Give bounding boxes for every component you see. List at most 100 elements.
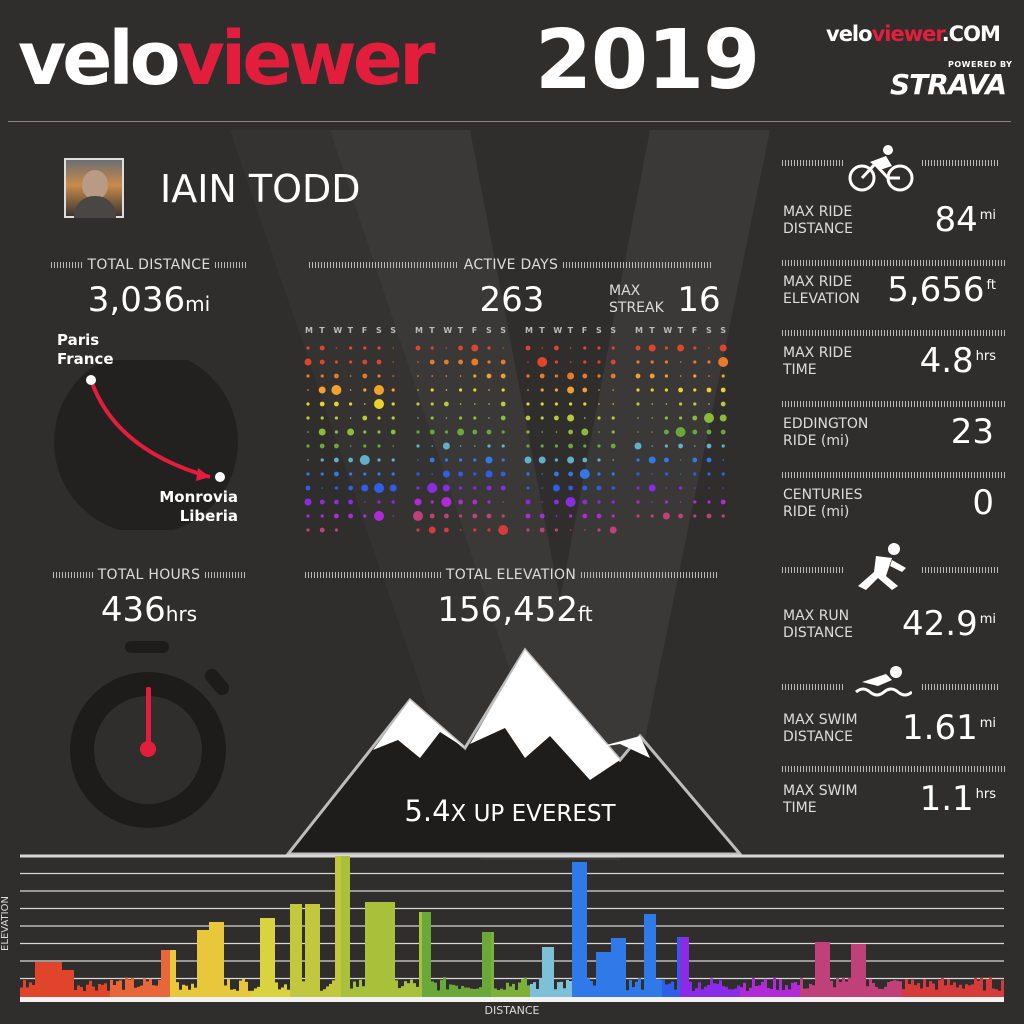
calendar-day-dot bbox=[540, 416, 544, 420]
elevation-bar bbox=[812, 985, 815, 997]
elevation-bar bbox=[353, 981, 356, 997]
elevation-bar bbox=[716, 983, 719, 997]
elevation-bar bbox=[434, 982, 437, 997]
elevation-bar bbox=[602, 952, 605, 997]
elevation-bar bbox=[365, 902, 368, 997]
total-elevation-value: 156,452ft bbox=[437, 590, 593, 630]
calendar-day-dot bbox=[636, 388, 640, 392]
calendar-day-dot bbox=[392, 375, 394, 377]
calendar-day-dot bbox=[540, 444, 544, 448]
elevation-bar bbox=[983, 990, 986, 997]
calendar-day-dot bbox=[706, 513, 712, 519]
calendar-day-dot bbox=[471, 358, 479, 366]
elevation-bar bbox=[614, 938, 617, 997]
calendar-day-label: T bbox=[429, 326, 435, 335]
elevation-bar bbox=[104, 983, 107, 997]
calendar-day-dot bbox=[458, 359, 463, 365]
calendar-day-dot bbox=[597, 500, 601, 504]
elevation-bar bbox=[137, 986, 140, 997]
calendar-day-dot bbox=[636, 486, 640, 490]
elevation-bar bbox=[77, 985, 80, 997]
calendar-day-dot bbox=[334, 486, 338, 490]
elevation-bar bbox=[296, 904, 299, 997]
calendar-day-dot bbox=[334, 401, 339, 407]
calendar-day-dot bbox=[500, 415, 506, 421]
swim-divider-left bbox=[782, 684, 844, 690]
max-streak-value: 16 bbox=[677, 280, 721, 320]
elevation-bar bbox=[386, 902, 389, 997]
elevation-bar bbox=[404, 981, 407, 997]
elevation-bar bbox=[830, 980, 833, 997]
total-distance-value: 3,036mi bbox=[87, 280, 211, 320]
calendar-day-dot bbox=[391, 472, 395, 476]
elevation-bar bbox=[95, 990, 98, 997]
calendar-day-label: S bbox=[390, 326, 396, 335]
elevation-bar bbox=[344, 856, 347, 997]
calendar-day-label: F bbox=[581, 326, 588, 335]
elevation-bar bbox=[560, 981, 563, 997]
calendar-day-dot bbox=[319, 401, 325, 407]
calendar-day-dot bbox=[331, 385, 342, 395]
elevation-bar bbox=[578, 862, 581, 997]
calendar-day-dot bbox=[417, 375, 419, 377]
calendar-day-dot bbox=[416, 402, 420, 406]
elevation-bar bbox=[476, 988, 479, 997]
calendar-day-dot bbox=[500, 401, 506, 407]
calendar-day-dot bbox=[349, 472, 353, 476]
calendar-day-label: M bbox=[415, 326, 423, 335]
avatar[interactable] bbox=[64, 158, 124, 218]
elevation-bar bbox=[596, 952, 599, 997]
elevation-bar bbox=[380, 902, 383, 997]
calendar-day-dot bbox=[487, 346, 491, 350]
calendar-day-dot bbox=[377, 374, 381, 378]
elevation-bar bbox=[569, 981, 572, 997]
elevation-bar bbox=[491, 932, 494, 997]
elevation-bar bbox=[395, 980, 398, 997]
calendar-day-dot bbox=[318, 428, 326, 436]
elevation-bar bbox=[785, 985, 788, 997]
ride-divider-right bbox=[922, 160, 998, 166]
elevation-bar bbox=[860, 944, 863, 997]
calendar-day-dot bbox=[429, 457, 435, 463]
calendar-day-dot bbox=[488, 417, 490, 419]
calendar-day-dot bbox=[392, 445, 394, 447]
elevation-bar bbox=[584, 862, 587, 997]
total-hours-value: 436hrs bbox=[100, 590, 198, 630]
elevation-bar bbox=[458, 988, 461, 997]
calendar-day-dot bbox=[416, 472, 420, 476]
elevation-axis-label: ELEVATION bbox=[0, 896, 11, 951]
calendar-day-dot bbox=[444, 513, 449, 519]
calendar-day-dot bbox=[319, 499, 325, 505]
elevation-profile-chart bbox=[20, 854, 1004, 1002]
elevation-bar bbox=[908, 983, 911, 997]
elevation-bar bbox=[674, 989, 677, 997]
elevation-bar bbox=[605, 952, 608, 997]
elevation-bar bbox=[977, 980, 980, 997]
elevation-bar bbox=[665, 984, 668, 997]
calendar-day-dot bbox=[554, 374, 558, 378]
calendar-day-dot bbox=[708, 403, 710, 405]
calendar-day-dot bbox=[320, 458, 324, 462]
elevation-bar bbox=[473, 988, 476, 997]
elevation-bar bbox=[287, 989, 290, 997]
calendar-day-dot bbox=[596, 513, 602, 519]
calendar-day-dot bbox=[541, 487, 543, 489]
calendar-day-dot bbox=[583, 346, 587, 350]
calendar-day-dot bbox=[501, 444, 505, 448]
elevation-bar bbox=[209, 922, 212, 997]
elevation-bar bbox=[704, 986, 707, 997]
calendar-day-label: S bbox=[376, 326, 382, 335]
calendar-day-dot bbox=[392, 361, 394, 363]
calendar-day-dot bbox=[582, 373, 588, 379]
calendar-day-dot bbox=[704, 413, 714, 423]
calendar-day-dot bbox=[474, 403, 476, 405]
calendar-day-dot bbox=[635, 373, 641, 379]
calendar-day-dot bbox=[348, 513, 353, 519]
calendar-day-dot bbox=[391, 388, 395, 392]
elevation-bar bbox=[581, 862, 584, 997]
calendar-day-dot bbox=[649, 373, 655, 379]
elevation-bar bbox=[101, 984, 104, 997]
calendar-day-dot bbox=[679, 501, 682, 503]
site-url[interactable]: veloviewer.COM bbox=[826, 22, 1001, 46]
calendar-day-label: T bbox=[567, 326, 574, 335]
